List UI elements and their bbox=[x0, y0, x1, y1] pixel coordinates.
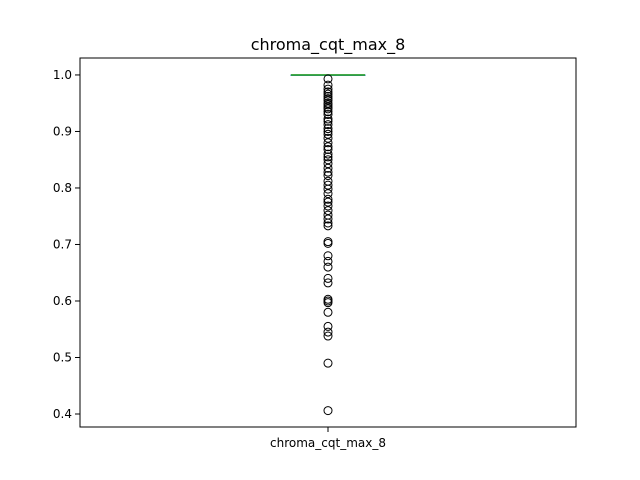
outlier-point bbox=[323, 100, 333, 110]
outlier-point bbox=[323, 221, 333, 231]
outlier-point bbox=[323, 184, 333, 194]
outlier-point bbox=[323, 194, 333, 204]
outlier-point bbox=[323, 84, 333, 94]
outlier-point bbox=[323, 307, 333, 317]
outlier-point bbox=[323, 138, 333, 148]
outlier-point bbox=[323, 116, 333, 126]
outlier-point bbox=[323, 142, 333, 152]
outlier-point bbox=[323, 149, 333, 159]
outlier-point bbox=[323, 89, 333, 99]
outlier-point bbox=[323, 201, 333, 211]
outlier-point bbox=[323, 110, 333, 120]
outlier-point bbox=[323, 298, 333, 308]
outlier-point bbox=[323, 107, 333, 117]
outlier-point bbox=[323, 206, 333, 216]
y-tick-label: 0.7 bbox=[53, 237, 72, 251]
outlier-point bbox=[323, 114, 333, 124]
outlier-point bbox=[323, 74, 333, 84]
outlier-point bbox=[323, 80, 333, 90]
outlier-point bbox=[323, 238, 333, 248]
outlier-point bbox=[323, 321, 333, 331]
outlier-point bbox=[323, 124, 333, 134]
outlier-point bbox=[323, 273, 333, 283]
x-tick-label: chroma_cqt_max_8 bbox=[270, 436, 386, 450]
y-tick-label: 0.9 bbox=[53, 124, 72, 138]
outlier-point bbox=[323, 262, 333, 272]
y-tick-label: 0.4 bbox=[53, 407, 72, 421]
outlier-point bbox=[323, 126, 333, 136]
y-tick-label: 0.8 bbox=[53, 181, 72, 195]
outlier-point bbox=[323, 406, 333, 416]
y-tick-label: 0.5 bbox=[53, 350, 72, 364]
outlier-point bbox=[323, 256, 333, 266]
outlier-point bbox=[323, 278, 333, 288]
outlier-point bbox=[323, 104, 333, 114]
outlier-point bbox=[323, 145, 333, 155]
outlier-point bbox=[323, 120, 333, 130]
outlier-point bbox=[323, 214, 333, 224]
y-tick-label: 0.6 bbox=[53, 294, 72, 308]
outlier-point bbox=[323, 251, 333, 261]
outlier-point bbox=[323, 152, 333, 162]
plot-frame bbox=[79, 57, 577, 428]
chart-title: chroma_cqt_max_8 bbox=[251, 35, 406, 55]
outlier-point bbox=[323, 331, 333, 341]
y-axis: 0.4 0.5 0.6 0.7 0.8 0.9 1.0 bbox=[53, 68, 80, 421]
outlier-points bbox=[323, 74, 333, 416]
outlier-point bbox=[323, 327, 333, 337]
x-axis: chroma_cqt_max_8 bbox=[270, 427, 386, 450]
outlier-point bbox=[323, 163, 333, 173]
y-tick-label: 1.0 bbox=[53, 68, 72, 82]
outlier-point bbox=[323, 218, 333, 228]
outlier-point bbox=[323, 358, 333, 368]
outlier-point bbox=[323, 167, 333, 177]
outlier-point bbox=[323, 171, 333, 181]
